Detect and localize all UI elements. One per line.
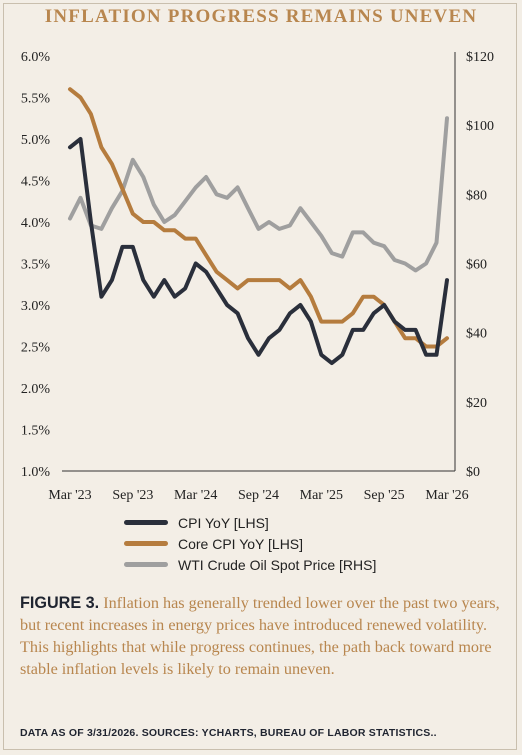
y-left-tick-label: 4.0% bbox=[21, 216, 51, 231]
y-left-tick-label: 5.0% bbox=[21, 133, 51, 148]
y-right-tick-label: $80 bbox=[466, 188, 487, 203]
y-left-tick-label: 2.0% bbox=[21, 382, 51, 397]
legend-swatch-wti bbox=[124, 562, 168, 567]
series-line-cpi bbox=[68, 137, 449, 366]
y-right-tick-label: $20 bbox=[466, 396, 487, 411]
x-tick-label: Mar '26 bbox=[425, 488, 468, 503]
figure-label: FIGURE 3. bbox=[20, 594, 100, 612]
y-right-tick-label: $40 bbox=[466, 327, 487, 342]
legend-label-cpi: CPI YoY [LHS] bbox=[178, 514, 269, 531]
figure-caption: FIGURE 3. Inflation has generally trende… bbox=[20, 592, 512, 680]
x-tick-label: Mar '24 bbox=[174, 488, 217, 503]
y-right-tick-label: $0 bbox=[466, 465, 480, 480]
y-right-tick-label: $100 bbox=[466, 119, 494, 134]
y-left-tick-label: 3.0% bbox=[21, 299, 51, 314]
y-left-tick-label: 6.0% bbox=[21, 50, 51, 65]
y-left-tick-label: 3.5% bbox=[21, 258, 51, 273]
caption-text: Inflation has generally trended lower ov… bbox=[20, 594, 500, 678]
y-left-tick-label: 5.5% bbox=[21, 92, 51, 107]
y-right-tick-label: $60 bbox=[466, 258, 487, 273]
series-line-core-cpi bbox=[68, 87, 449, 349]
x-tick-label: Sep '25 bbox=[364, 488, 405, 503]
figure-frame bbox=[3, 3, 517, 750]
legend-item-wti: WTI Crude Oil Spot Price [RHS] bbox=[124, 554, 376, 575]
legend-label-wti: WTI Crude Oil Spot Price [RHS] bbox=[178, 556, 377, 573]
legend-label-core-cpi: Core CPI YoY [LHS] bbox=[178, 535, 304, 552]
series-line-wti bbox=[68, 116, 449, 273]
legend-item-core-cpi: Core CPI YoY [LHS] bbox=[124, 533, 376, 554]
line-chart: 1.0% 1.5% 2.0% 2.5% 3.0% 3.5% 4.0% 4.5% 5.0% 5.5%… bbox=[21, 50, 494, 503]
legend-swatch-cpi bbox=[124, 520, 168, 525]
legend-swatch-core-cpi bbox=[124, 541, 168, 546]
x-tick-label: Mar '25 bbox=[300, 488, 343, 503]
x-tick-label: Mar '23 bbox=[48, 488, 91, 503]
chart-title: INFLATION PROGRESS REMAINS UNEVEN bbox=[44, 6, 478, 27]
y-right-tick-label: $120 bbox=[466, 50, 494, 65]
legend-item-cpi: CPI YoY [LHS] bbox=[124, 512, 376, 533]
y-left-tick-label: 1.5% bbox=[21, 424, 51, 439]
x-tick-label: Sep '23 bbox=[112, 488, 153, 503]
x-tick-label: Sep '24 bbox=[238, 488, 279, 503]
y-left-tick-label: 1.0% bbox=[21, 465, 51, 480]
y-left-tick-label: 4.5% bbox=[21, 175, 51, 190]
source-note: DATA AS OF 3/31/2026. SOURCES: YCHARTS, … bbox=[20, 727, 437, 739]
chart-legend: CPI YoY [LHS] Core CPI YoY [LHS] WTI Cru… bbox=[124, 512, 376, 575]
y-left-tick-label: 2.5% bbox=[21, 341, 51, 356]
